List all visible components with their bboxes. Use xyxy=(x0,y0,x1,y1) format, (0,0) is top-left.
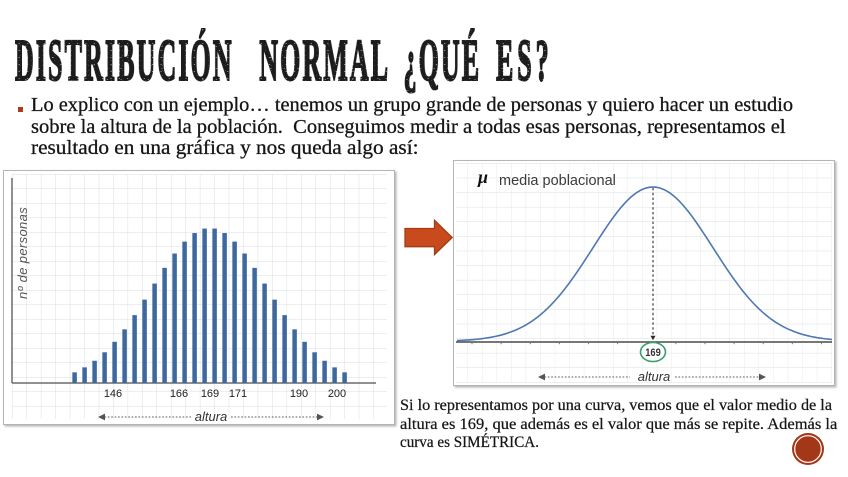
svg-text:nº de personas: nº de personas xyxy=(15,207,30,299)
svg-text:190: 190 xyxy=(290,388,308,400)
svg-text:171: 171 xyxy=(229,388,247,400)
svg-text:μ: μ xyxy=(477,167,488,187)
svg-text:200: 200 xyxy=(328,388,346,400)
svg-text:altura: altura xyxy=(195,409,228,424)
svg-text:media poblacional: media poblacional xyxy=(499,173,616,189)
svg-text:169: 169 xyxy=(201,388,219,400)
svg-text:altura: altura xyxy=(638,369,671,384)
svg-text:166: 166 xyxy=(170,388,188,400)
svg-text:169: 169 xyxy=(645,347,661,359)
svg-text:146: 146 xyxy=(104,388,122,400)
